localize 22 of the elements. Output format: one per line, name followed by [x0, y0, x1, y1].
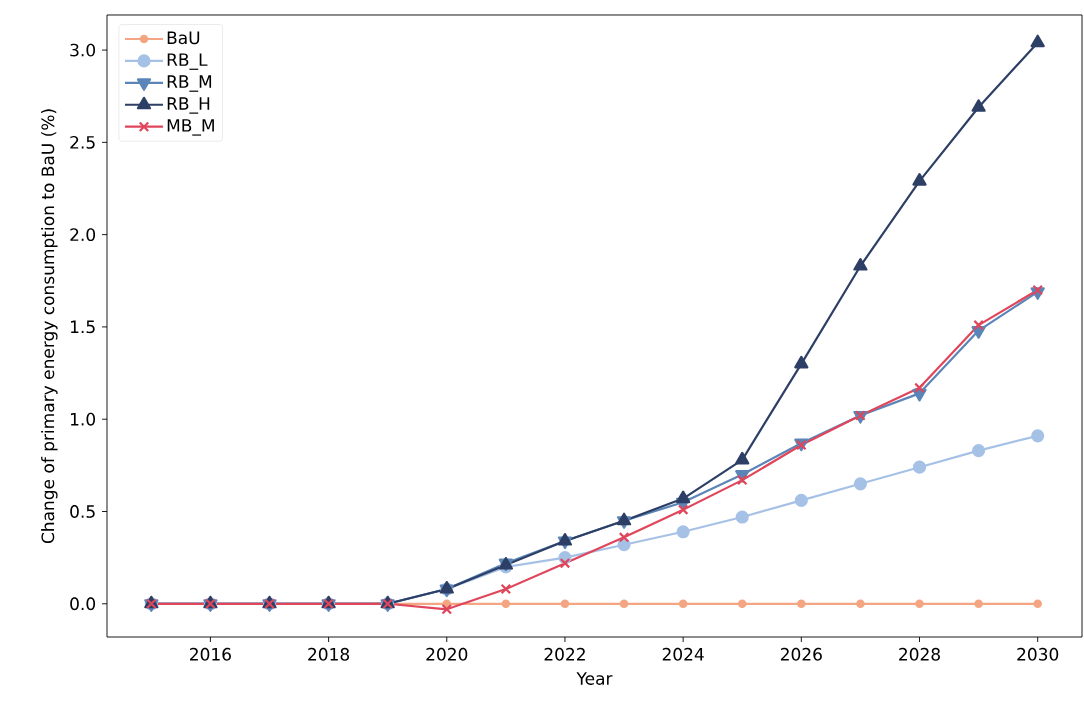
- x-tick-label: 2022: [544, 647, 585, 661]
- y-tick-label: 3.0: [70, 43, 96, 57]
- x-tick-label: 2020: [426, 647, 468, 661]
- y-axis-title: Change of primary energy consumption to BaU (%): [41, 109, 58, 544]
- x-tick-label: 2018: [308, 647, 350, 661]
- legend-label: MB_M: [167, 119, 214, 136]
- x-tick-label: 2030: [1017, 647, 1059, 661]
- y-tick-label: 0.5: [70, 505, 95, 518]
- legend-label: RB_H: [167, 97, 210, 114]
- x-tick-label: 2028: [899, 647, 940, 661]
- legend-label: RB_L: [167, 53, 208, 70]
- x-tick-label: 2024: [662, 647, 704, 661]
- legend-label: BaU: [167, 31, 200, 45]
- y-tick-label: 2.0: [70, 228, 96, 242]
- x-axis-title: Year: [576, 672, 613, 685]
- y-tick-label: 2.5: [70, 135, 95, 149]
- x-tick-label: 2026: [780, 647, 822, 661]
- y-tick-label: 1.5: [70, 320, 95, 334]
- x-tick-label: 2016: [190, 647, 231, 661]
- legend-label: RB_M: [167, 75, 212, 92]
- y-tick-label: 1.0: [70, 412, 96, 426]
- y-tick-label: 0.0: [70, 597, 96, 611]
